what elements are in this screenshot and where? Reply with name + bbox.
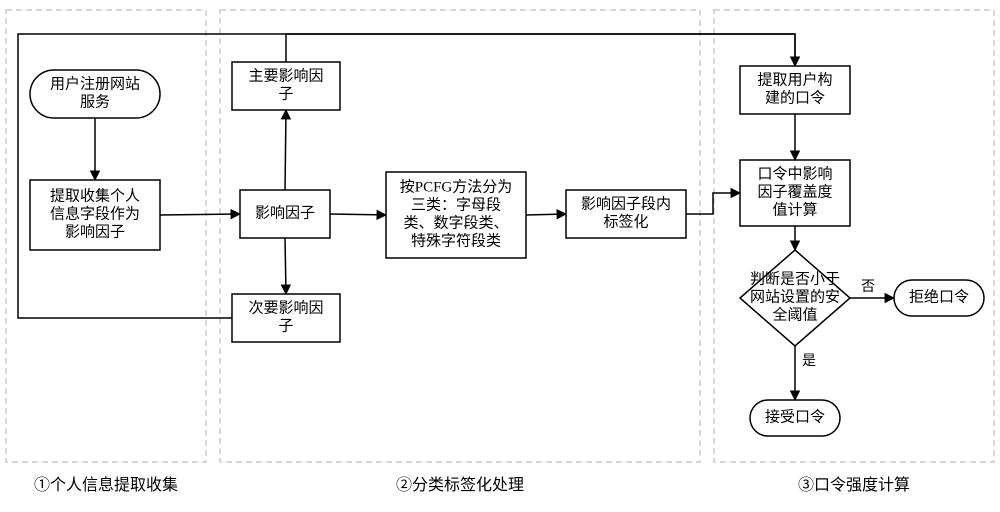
node-n5-line0: 次要影响因 xyxy=(248,299,323,316)
node-n10-line1: 网站设置的安 xyxy=(750,288,840,305)
node-n10: 判断是否小于网站设置的安全阈值 xyxy=(740,250,850,346)
node-n3-line0: 影响因子 xyxy=(255,204,315,221)
node-n10-line2: 全阈值 xyxy=(772,305,817,323)
edge-n2-n3 xyxy=(160,214,240,215)
node-n11: 拒绝口令 xyxy=(894,280,984,316)
node-n6-line2: 类、数字段类、 xyxy=(403,214,508,231)
zone-caption-z1: ①个人信息提取收集 xyxy=(34,476,178,494)
node-n2-line2: 影响因子 xyxy=(65,223,125,240)
edge-n6-n7 xyxy=(526,214,566,215)
zone-caption-z3: ③口令强度计算 xyxy=(798,475,910,494)
node-n2-line0: 提取收集个人 xyxy=(50,187,140,204)
node-n12-line0: 接受口令 xyxy=(765,408,825,425)
node-n1: 用户注册网站服务 xyxy=(30,70,160,118)
node-n7-line1: 标签化 xyxy=(603,213,648,230)
node-n5: 次要影响因子 xyxy=(232,294,340,342)
feedback-n4 xyxy=(286,34,795,66)
node-n8: 提取用户构建的口令 xyxy=(740,66,850,114)
edge-n3-n6 xyxy=(330,214,386,215)
node-n4-line1: 子 xyxy=(278,85,293,102)
node-n9-line0: 口令中影响 xyxy=(757,165,832,182)
edge-n3-n4 xyxy=(285,110,286,190)
node-n7: 影响因子段内标签化 xyxy=(566,190,686,238)
node-n2-line1: 信息字段作为 xyxy=(50,205,140,222)
node-n9-line1: 因子覆盖度 xyxy=(757,183,832,200)
edge-label-n10-n11: 否 xyxy=(861,280,875,295)
node-n11-line0: 拒绝口令 xyxy=(909,288,969,305)
node-n1-line1: 服务 xyxy=(80,93,110,110)
node-n6-line3: 特殊字符段类 xyxy=(411,232,501,249)
node-n7-line0: 影响因子段内 xyxy=(581,195,671,212)
node-n4-line0: 主要影响因 xyxy=(248,67,323,84)
zone-caption-z2: ②分类标签化处理 xyxy=(396,476,524,494)
node-n4: 主要影响因子 xyxy=(232,62,340,110)
edge-label-n10-n12: 是 xyxy=(802,354,816,369)
edge-n7-n9 xyxy=(686,193,740,214)
node-n6-line1: 三类：字母段 xyxy=(411,196,501,213)
node-n6: 按PCFG方法分为三类：字母段类、数字段类、特殊字符段类 xyxy=(386,172,526,258)
node-n2: 提取收集个人信息字段作为影响因子 xyxy=(30,180,160,250)
node-n1-line0: 用户注册网站 xyxy=(50,75,140,92)
edge-n3-n5 xyxy=(285,238,286,294)
node-n9-line2: 值计算 xyxy=(772,200,817,218)
node-n8-line1: 建的口令 xyxy=(765,89,825,106)
node-n12: 接受口令 xyxy=(750,400,840,436)
node-n8-line0: 提取用户构 xyxy=(757,71,832,88)
node-n6-line0: 按PCFG方法分为 xyxy=(400,178,513,195)
node-n10-line0: 判断是否小于 xyxy=(750,270,840,287)
node-n3: 影响因子 xyxy=(240,190,330,238)
node-n9: 口令中影响因子覆盖度值计算 xyxy=(740,160,850,226)
node-n5-line1: 子 xyxy=(278,317,293,334)
